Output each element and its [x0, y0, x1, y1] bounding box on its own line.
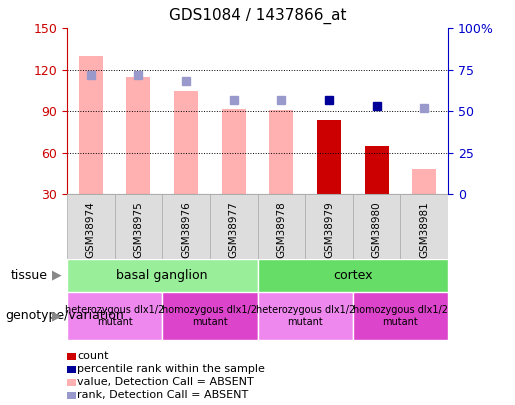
Text: percentile rank within the sample: percentile rank within the sample: [77, 364, 265, 374]
Title: GDS1084 / 1437866_at: GDS1084 / 1437866_at: [169, 8, 346, 24]
FancyBboxPatch shape: [67, 259, 258, 292]
Text: GSM38979: GSM38979: [324, 201, 334, 258]
Text: GSM38975: GSM38975: [133, 201, 143, 258]
Text: basal ganglion: basal ganglion: [116, 269, 208, 282]
Text: value, Detection Call = ABSENT: value, Detection Call = ABSENT: [77, 377, 254, 387]
Text: cortex: cortex: [333, 269, 372, 282]
FancyBboxPatch shape: [258, 194, 305, 259]
Text: GSM38978: GSM38978: [277, 201, 286, 258]
Bar: [174, 91, 198, 194]
FancyBboxPatch shape: [353, 194, 401, 259]
FancyBboxPatch shape: [258, 259, 448, 292]
FancyBboxPatch shape: [305, 194, 353, 259]
Text: ▶: ▶: [52, 269, 61, 282]
FancyBboxPatch shape: [401, 194, 448, 259]
FancyBboxPatch shape: [210, 194, 258, 259]
Text: heterozygous dlx1/2
mutant: heterozygous dlx1/2 mutant: [255, 305, 355, 327]
FancyBboxPatch shape: [162, 194, 210, 259]
Bar: [222, 109, 246, 194]
Text: homozygous dlx1/2
mutant: homozygous dlx1/2 mutant: [162, 305, 258, 327]
Bar: [79, 56, 102, 194]
Text: GSM38980: GSM38980: [372, 201, 382, 258]
FancyBboxPatch shape: [258, 292, 353, 340]
Text: count: count: [77, 352, 109, 361]
Text: GSM38981: GSM38981: [419, 201, 429, 258]
Text: heterozygous dlx1/2
mutant: heterozygous dlx1/2 mutant: [65, 305, 164, 327]
FancyBboxPatch shape: [67, 194, 114, 259]
FancyBboxPatch shape: [114, 194, 162, 259]
Text: GSM38974: GSM38974: [86, 201, 96, 258]
FancyBboxPatch shape: [67, 292, 162, 340]
Text: GSM38977: GSM38977: [229, 201, 238, 258]
Bar: [269, 110, 293, 194]
Text: genotype/variation: genotype/variation: [5, 309, 124, 322]
FancyBboxPatch shape: [353, 292, 448, 340]
FancyBboxPatch shape: [162, 292, 258, 340]
Bar: [365, 146, 388, 194]
Text: tissue: tissue: [10, 269, 47, 282]
Text: ▶: ▶: [52, 309, 61, 322]
Text: rank, Detection Call = ABSENT: rank, Detection Call = ABSENT: [77, 390, 249, 400]
Bar: [127, 77, 150, 194]
Bar: [317, 120, 341, 194]
Text: GSM38976: GSM38976: [181, 201, 191, 258]
Text: homozygous dlx1/2
mutant: homozygous dlx1/2 mutant: [353, 305, 448, 327]
Bar: [413, 169, 436, 194]
